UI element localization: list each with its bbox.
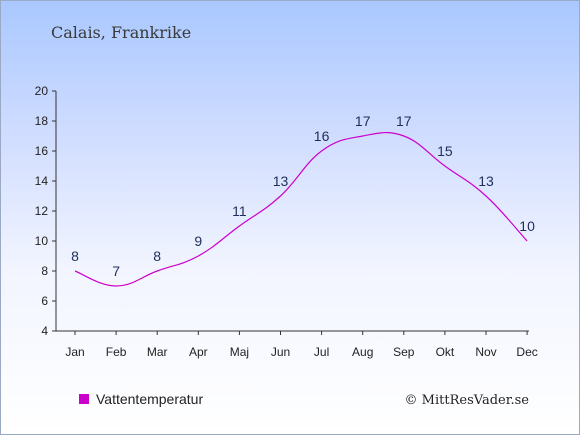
y-tick-label: 8 bbox=[41, 264, 48, 278]
data-label: 8 bbox=[71, 248, 79, 264]
y-tick-label: 20 bbox=[35, 84, 49, 98]
x-tick-label: Sep bbox=[393, 345, 415, 359]
x-tick-label: Jul bbox=[314, 345, 329, 359]
data-label: 15 bbox=[437, 143, 453, 159]
x-tick-label: Jan bbox=[65, 345, 84, 359]
data-label: 10 bbox=[519, 218, 535, 234]
data-label: 8 bbox=[153, 248, 161, 264]
y-tick-label: 10 bbox=[35, 234, 49, 248]
x-tick-label: Maj bbox=[230, 345, 249, 359]
x-tick-label: Okt bbox=[436, 345, 455, 359]
chart-title: Calais, Frankrike bbox=[51, 23, 191, 42]
data-label: 9 bbox=[194, 233, 202, 249]
data-label: 17 bbox=[355, 113, 371, 129]
data-label: 11 bbox=[232, 203, 247, 219]
series-line bbox=[74, 131, 528, 287]
x-tick-label: Dec bbox=[516, 345, 537, 359]
x-tick-label: Jun bbox=[271, 345, 290, 359]
x-tick-label: Nov bbox=[475, 345, 496, 359]
data-label: 17 bbox=[396, 113, 412, 129]
axes: 4 6 8 10 12 14 16 18 20 Jan Feb Mar Apr Maj Jun Jul Aug S… bbox=[35, 84, 538, 359]
legend-label: Vattentemperatur bbox=[96, 391, 203, 407]
y-tick-label: 12 bbox=[35, 204, 49, 218]
x-tick-label: Mar bbox=[147, 345, 168, 359]
y-tick-label: 6 bbox=[41, 294, 48, 308]
y-tick-label: 14 bbox=[35, 174, 49, 188]
x-tick-label: Feb bbox=[106, 345, 127, 359]
copyright-text: © MittResVader.se bbox=[405, 393, 530, 408]
x-tick-label: Aug bbox=[352, 345, 373, 359]
data-label: 7 bbox=[112, 263, 120, 279]
data-label: 16 bbox=[314, 128, 330, 144]
y-tick-label: 16 bbox=[35, 144, 49, 158]
data-label: 13 bbox=[273, 173, 289, 189]
y-tick-label: 4 bbox=[41, 324, 48, 338]
legend-swatch bbox=[79, 394, 89, 404]
x-tick-label: Apr bbox=[189, 345, 208, 359]
y-tick-label: 18 bbox=[35, 114, 49, 128]
chart-marks: 8 7 8 9 11 13 16 17 17 15 13 10 bbox=[71, 113, 535, 287]
data-label: 13 bbox=[478, 173, 494, 189]
